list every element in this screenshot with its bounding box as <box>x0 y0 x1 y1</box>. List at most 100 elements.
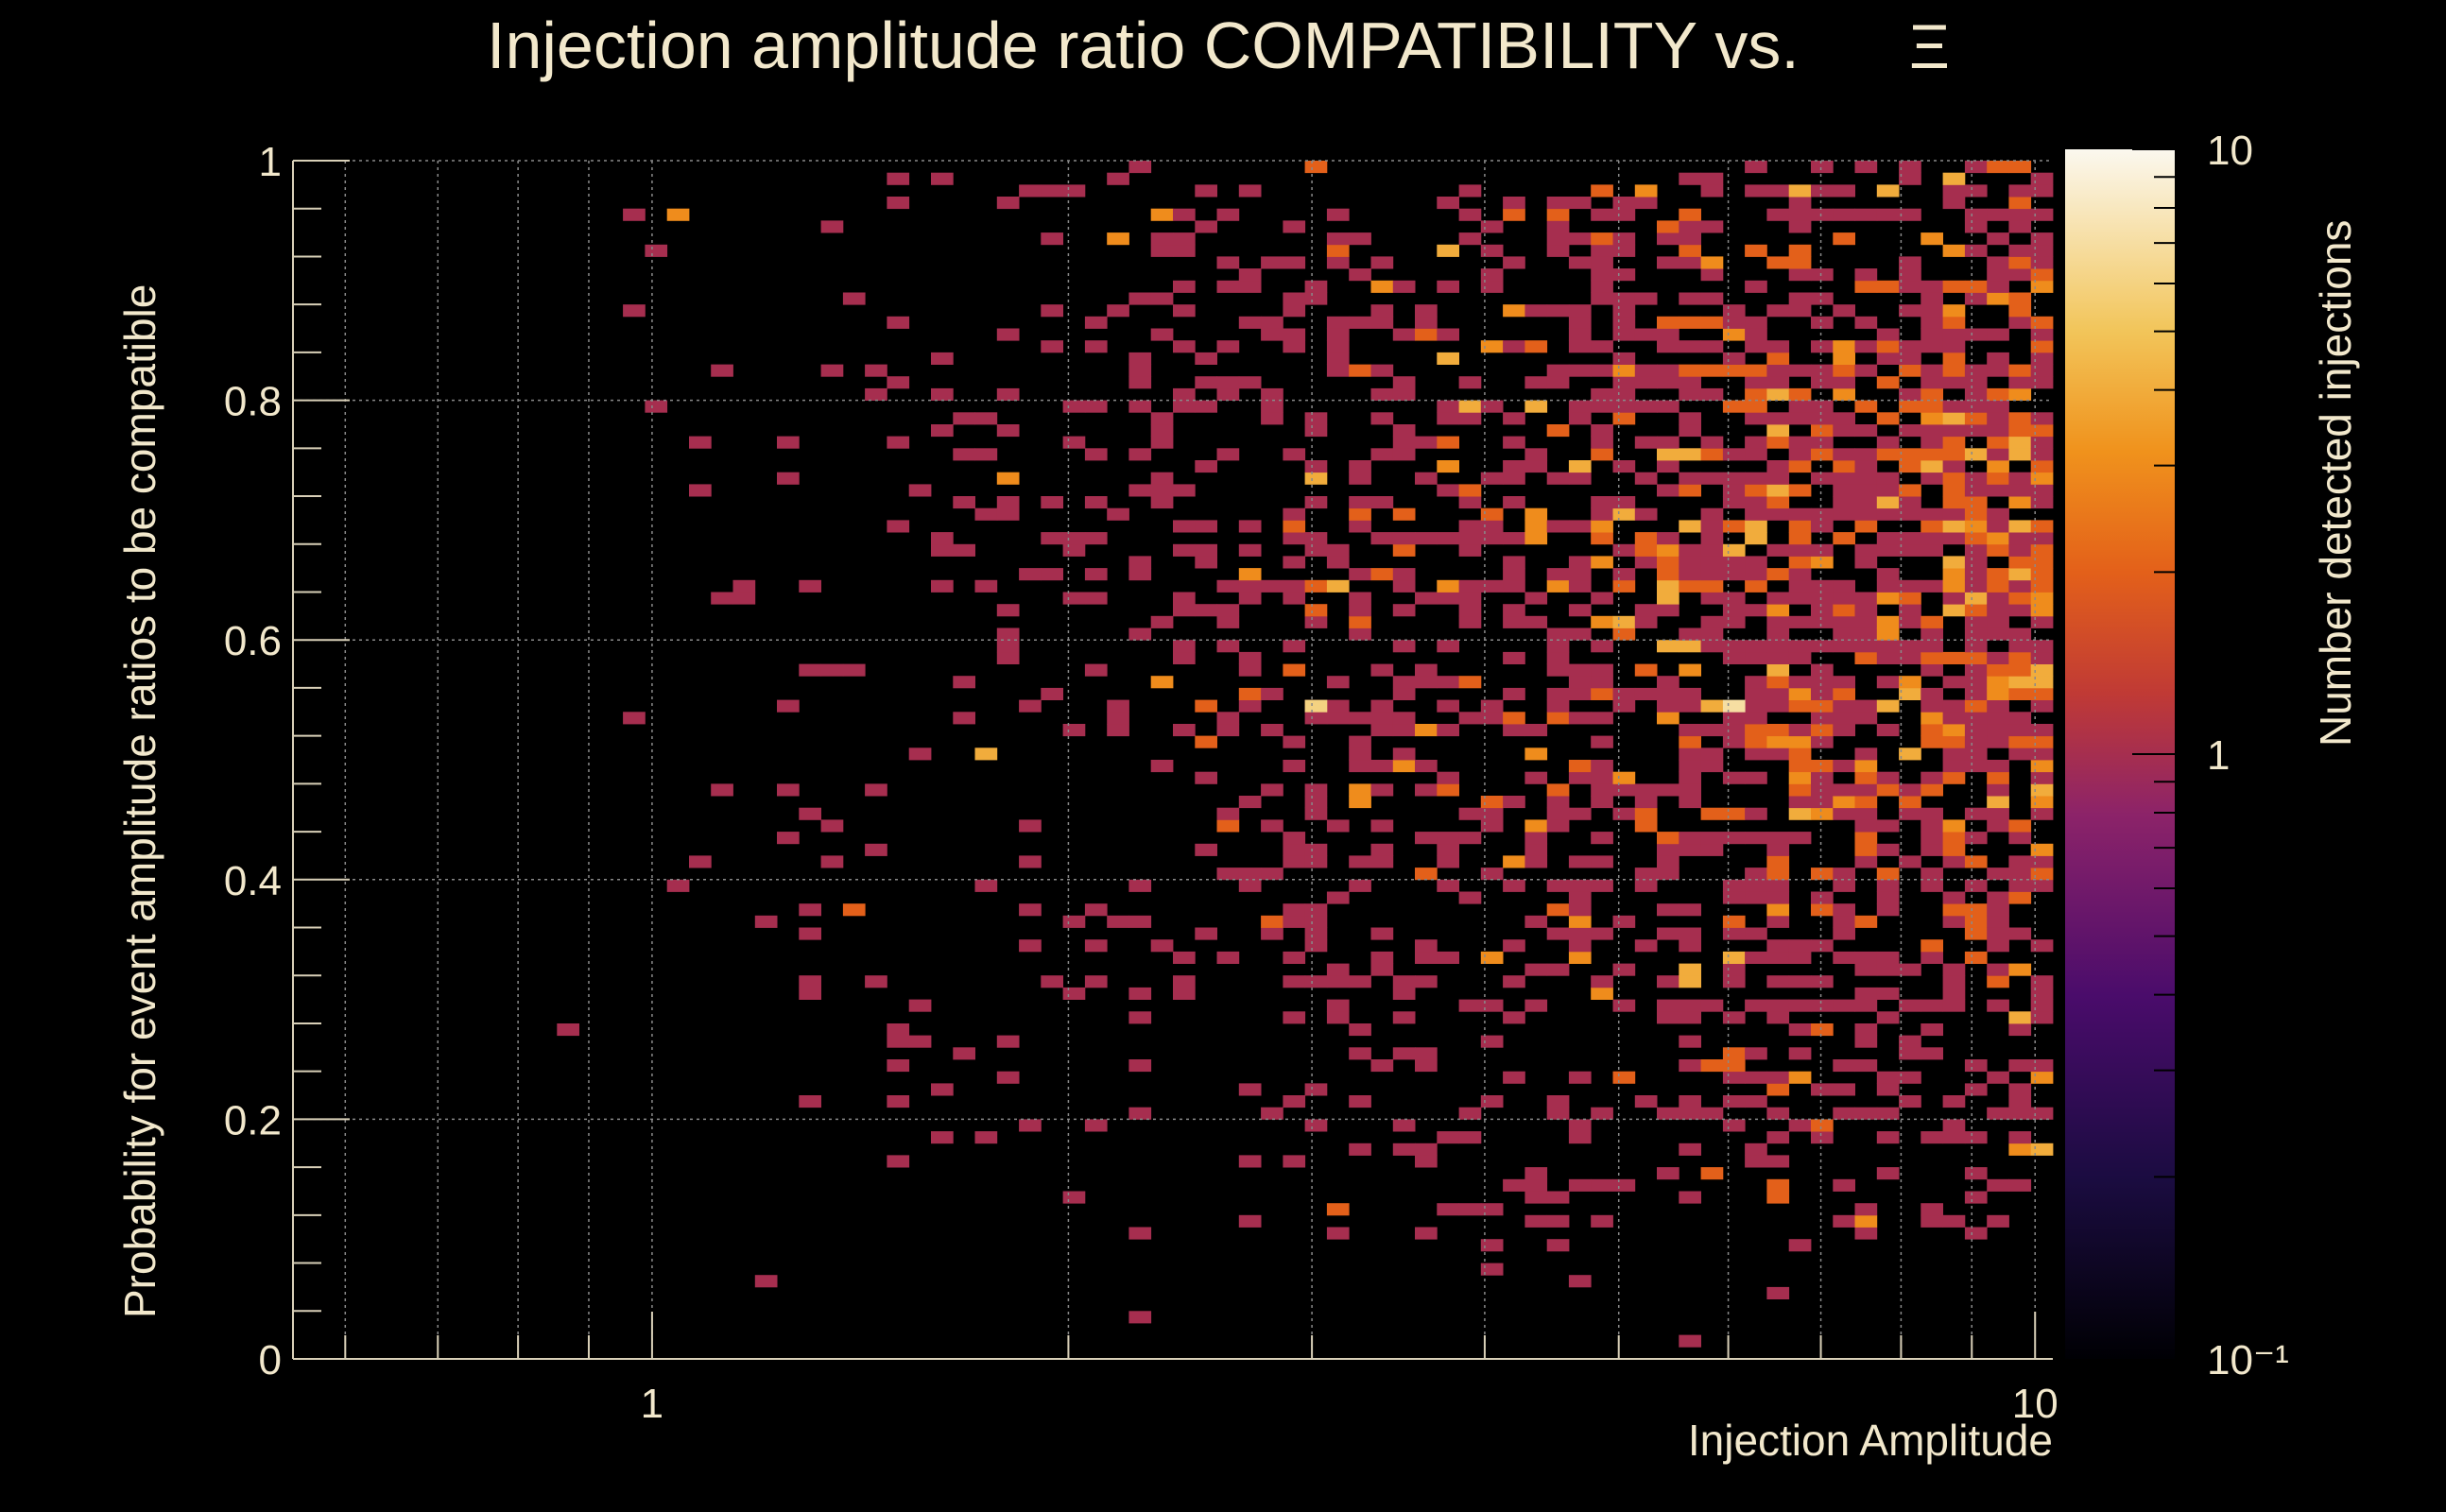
heatmap-cell <box>1921 520 1943 533</box>
heatmap-cell <box>1964 663 1988 677</box>
heatmap-cell <box>1173 520 1196 533</box>
heatmap-cell <box>1700 747 1724 761</box>
heatmap-cell <box>1679 903 1701 917</box>
heatmap-cell <box>1634 376 1658 389</box>
heatmap-cell <box>1568 568 1592 581</box>
heatmap-cell <box>1261 256 1283 269</box>
heatmap-cell <box>1899 460 1921 473</box>
heatmap-cell <box>1833 615 1855 628</box>
heatmap-cell <box>1392 568 1416 581</box>
heatmap-cell <box>1766 747 1790 761</box>
heatmap-cell <box>1964 1227 1988 1240</box>
heatmap-cell <box>842 292 866 305</box>
heatmap-cell <box>1921 951 1943 964</box>
heatmap-cell <box>1591 532 1613 545</box>
heatmap-cell <box>1591 640 1613 653</box>
heatmap-cell <box>1899 161 1921 174</box>
heatmap-cell <box>799 807 821 820</box>
heatmap-cell <box>1062 724 1086 737</box>
heatmap-cell <box>1591 256 1613 269</box>
heatmap-cell <box>1899 496 1921 509</box>
heatmap-cell <box>1195 460 1217 473</box>
heatmap-cell <box>1546 663 1570 677</box>
heatmap-cell <box>1612 400 1636 413</box>
heatmap-cell <box>1458 1203 1482 1216</box>
heatmap-cell <box>754 915 778 928</box>
heatmap-cell <box>1811 316 1834 329</box>
heatmap-cell <box>1788 364 1812 377</box>
heatmap-cell <box>1876 280 1900 293</box>
heatmap-cell <box>1173 387 1196 401</box>
heatmap-cell <box>777 472 800 485</box>
heatmap-cell <box>887 197 910 210</box>
heatmap-cell <box>1854 651 1878 664</box>
heatmap-cell <box>1283 256 1306 269</box>
heatmap-cell <box>1568 460 1592 473</box>
heatmap-cell <box>1854 615 1878 628</box>
heatmap-cell <box>1987 520 2009 533</box>
heatmap-cell <box>1700 520 1724 533</box>
heatmap-cell <box>1480 507 1504 521</box>
heatmap-cell <box>1854 855 1878 868</box>
heatmap-cell <box>1833 208 1855 221</box>
heatmap-cell <box>1899 640 1921 653</box>
heatmap-cell <box>1568 556 1592 569</box>
heatmap-cell <box>1899 783 1921 797</box>
heatmap-cell <box>1392 987 1416 1000</box>
heatmap-cell <box>1766 424 1790 438</box>
heatmap-cell <box>1854 747 1878 761</box>
heatmap-cell <box>1657 568 1679 581</box>
heatmap-cell <box>1657 1011 1679 1024</box>
heatmap-cell <box>1458 999 1482 1012</box>
heatmap-cell <box>1634 507 1658 521</box>
heatmap-cell <box>887 1155 910 1168</box>
heatmap-cell <box>1745 1071 1767 1084</box>
heatmap-cell <box>1657 1107 1679 1120</box>
heatmap-cell <box>1854 364 1878 377</box>
heatmap-cell <box>2030 760 2054 773</box>
heatmap-cell <box>777 436 800 449</box>
heatmap-cell <box>1811 292 1834 305</box>
heatmap-cell <box>820 364 844 377</box>
heatmap-cell <box>1546 1107 1570 1120</box>
heatmap-cell <box>1612 579 1636 593</box>
heatmap-cell <box>1811 676 1834 689</box>
heatmap-cell <box>1591 280 1613 293</box>
heatmap-cell <box>931 543 954 557</box>
heatmap-cell <box>666 208 690 221</box>
heatmap-cell <box>1921 999 1943 1012</box>
heatmap-cell <box>1634 939 1658 953</box>
heatmap-cell <box>1591 760 1613 773</box>
heatmap-cell <box>1788 304 1812 318</box>
colorbar-label: Number detected injections <box>2311 220 2360 747</box>
heatmap-cell <box>908 747 932 761</box>
heatmap-cell <box>1679 1334 1701 1348</box>
heatmap-cell <box>1128 987 1152 1000</box>
heatmap-cell <box>1722 543 1746 557</box>
heatmap-cell <box>1987 687 2009 700</box>
heatmap-cell <box>2030 543 2054 557</box>
heatmap-cell <box>1261 412 1283 425</box>
heatmap-cell <box>2030 316 2054 329</box>
heatmap-cell <box>1304 460 1328 473</box>
heatmap-cell <box>1612 387 1636 401</box>
heatmap-cell <box>1788 592 1812 605</box>
heatmap-cell <box>1788 832 1812 845</box>
heatmap-cell <box>1591 975 1613 988</box>
heatmap-cell <box>1899 1047 1921 1060</box>
heatmap-cell <box>1195 604 1217 617</box>
heatmap-cell <box>1854 963 1878 976</box>
heatmap-cell <box>1679 1011 1701 1024</box>
heatmap-cell <box>1811 579 1834 593</box>
heatmap-cell <box>2008 568 2032 581</box>
heatmap-cell <box>2008 747 2032 761</box>
heatmap-cell <box>1811 663 1834 677</box>
heatmap-cell <box>1899 807 1921 820</box>
heatmap-cell <box>1921 507 1943 521</box>
heatmap-cell <box>1546 1214 1570 1228</box>
heatmap-cell <box>1964 915 1988 928</box>
heatmap-cell <box>1987 819 2009 833</box>
heatmap-cell <box>1987 436 2009 449</box>
heatmap-cell <box>1788 1239 1812 1252</box>
heatmap-cell <box>1745 699 1767 713</box>
